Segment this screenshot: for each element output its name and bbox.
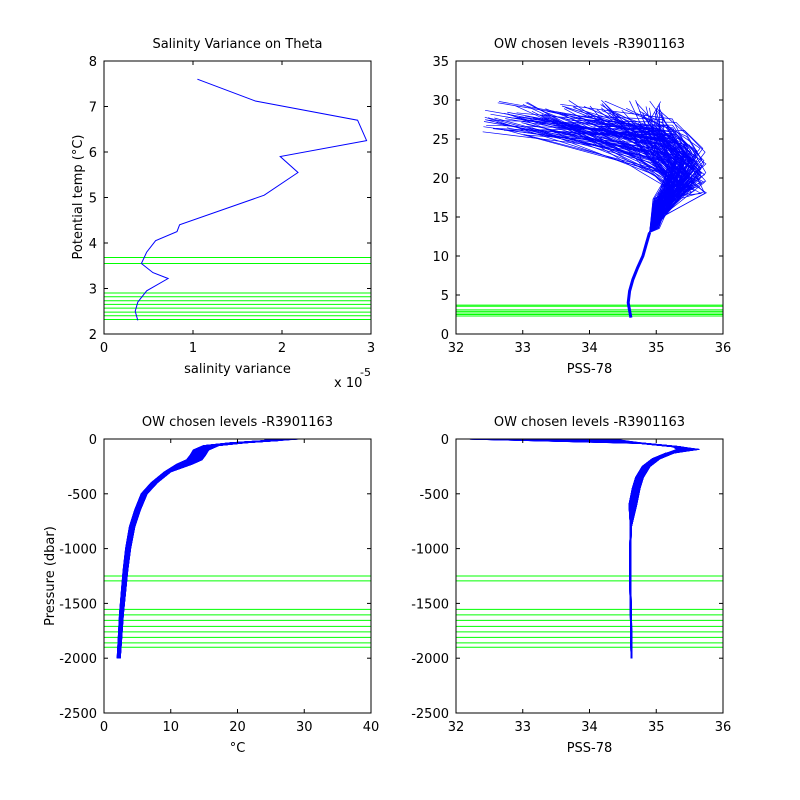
- y-tick-label: 3: [89, 283, 97, 298]
- salvar-x-exponent: -5: [360, 366, 371, 379]
- salvar-plot-area: [104, 78, 371, 321]
- y-tick-label: 2: [89, 328, 97, 343]
- pres-sal-title: OW chosen levels -R3901163: [494, 415, 685, 430]
- panel-pressure-temperature: 0 10 20 30 40 0 -500 -1000 -1500 -2000 -2500 OW ch…: [43, 415, 379, 756]
- x-tick-label: 1: [189, 341, 197, 356]
- theta-sal-xlabel: PSS-78: [567, 362, 613, 377]
- theta-salinity-profile: [613, 119, 705, 233]
- panel-theta-salinity: 32 33 34 35 36 0 5 10 15 20 25 30 35 OW chosen level…: [432, 37, 731, 377]
- salinity-variance-line: [134, 78, 368, 321]
- panel-salinity-variance: 0 1 2 3 2 3 4 5 6 7 8 Salinity Variance on Theta s…: [71, 37, 375, 391]
- y-tick-label: -2500: [59, 707, 97, 722]
- y-tick-label: 8: [89, 55, 97, 70]
- temperature-profile: [116, 438, 277, 659]
- x-tick-label: 32: [448, 720, 465, 735]
- pres-temp-ticks: 0 10 20 30 40 0 -500 -1000 -1500 -2000 -2500: [59, 433, 379, 735]
- x-tick-label: 35: [648, 720, 665, 735]
- salvar-xlabel: salinity variance: [184, 362, 291, 377]
- y-tick-label: 5: [89, 192, 97, 207]
- x-tick-label: 33: [514, 341, 531, 356]
- salvar-title: Salinity Variance on Theta: [152, 37, 322, 52]
- x-tick-label: 20: [229, 720, 246, 735]
- x-tick-label: 34: [581, 720, 598, 735]
- y-tick-label: -500: [419, 488, 449, 503]
- pres-sal-xlabel: PSS-78: [567, 741, 613, 756]
- y-tick-label: 0: [89, 433, 97, 448]
- theta-salinity-profile: [647, 101, 681, 233]
- y-tick-label: 35: [432, 55, 449, 70]
- y-tick-label: 20: [432, 172, 449, 187]
- y-tick-label: 5: [441, 289, 449, 304]
- panel-pressure-salinity: 32 33 34 35 36 0 -500 -1000 -1500 -2000 -2500 OW c…: [411, 415, 731, 756]
- theta-sal-plot-area: [456, 100, 723, 318]
- salvar-ticks: 0 1 2 3 2 3 4 5 6 7 8: [89, 55, 375, 356]
- pres-sal-plot-area: [456, 438, 723, 659]
- x-tick-label: 36: [715, 720, 732, 735]
- x-tick-label: 34: [581, 341, 598, 356]
- x-tick-label: 33: [514, 720, 531, 735]
- salinity-profile: [592, 438, 690, 659]
- x-tick-label: 0: [100, 341, 108, 356]
- pres-temp-title: OW chosen levels -R3901163: [142, 415, 333, 430]
- temperature-profile: [119, 438, 289, 659]
- y-tick-label: 7: [89, 101, 97, 116]
- theta-salinity-profile: [496, 127, 688, 233]
- y-tick-label: 6: [89, 146, 97, 161]
- y-tick-label: -500: [67, 488, 97, 503]
- x-tick-label: 36: [715, 341, 732, 356]
- x-tick-label: 2: [278, 341, 286, 356]
- y-tick-label: -1500: [59, 597, 97, 612]
- x-tick-label: 10: [162, 720, 179, 735]
- y-tick-label: 0: [441, 328, 449, 343]
- theta-sal-title: OW chosen levels -R3901163: [494, 37, 685, 52]
- theta-salinity-profile: [497, 102, 694, 233]
- theta-sal-ticks: 32 33 34 35 36 0 5 10 15 20 25 30 35: [432, 55, 731, 356]
- theta-salinity-profile: [486, 119, 693, 233]
- pres-sal-ticks: 32 33 34 35 36 0 -500 -1000 -1500 -2000 -2500: [411, 433, 731, 735]
- y-tick-label: -2000: [59, 652, 97, 667]
- theta-salinity-profile: [587, 130, 679, 233]
- x-tick-label: 35: [648, 341, 665, 356]
- theta-salinity-profile: [485, 119, 683, 233]
- deep-profile-bundle: [626, 232, 652, 318]
- theta-salinity-profile: [611, 122, 695, 233]
- y-tick-label: 4: [89, 237, 97, 252]
- y-tick-label: -2500: [411, 707, 449, 722]
- x-tick-label: 40: [363, 720, 380, 735]
- y-tick-label: 0: [441, 433, 449, 448]
- y-tick-label: 25: [432, 133, 449, 148]
- y-tick-label: -1000: [411, 543, 449, 558]
- pres-temp-plot-area: [104, 438, 371, 659]
- theta-salinity-profile: [515, 105, 703, 233]
- y-tick-label: 10: [432, 250, 449, 265]
- x-tick-label: 0: [100, 720, 108, 735]
- theta-salinity-profile: [540, 114, 675, 233]
- theta-salinity-profile: [545, 108, 693, 233]
- x-tick-label: 32: [448, 341, 465, 356]
- y-tick-label: -1500: [411, 597, 449, 612]
- y-tick-label: 30: [432, 94, 449, 109]
- pres-temp-ylabel: Pressure (dbar): [43, 526, 58, 626]
- y-tick-label: 15: [432, 211, 449, 226]
- y-tick-label: -2000: [411, 652, 449, 667]
- x-tick-label: 3: [367, 341, 375, 356]
- salvar-x-multiplier: x 10: [334, 376, 362, 391]
- salvar-ylabel: Potential temp (°C): [71, 135, 86, 260]
- temperature-profile: [118, 438, 279, 659]
- y-tick-label: -1000: [59, 543, 97, 558]
- x-tick-label: 30: [296, 720, 313, 735]
- pres-temp-xlabel: °C: [230, 741, 246, 756]
